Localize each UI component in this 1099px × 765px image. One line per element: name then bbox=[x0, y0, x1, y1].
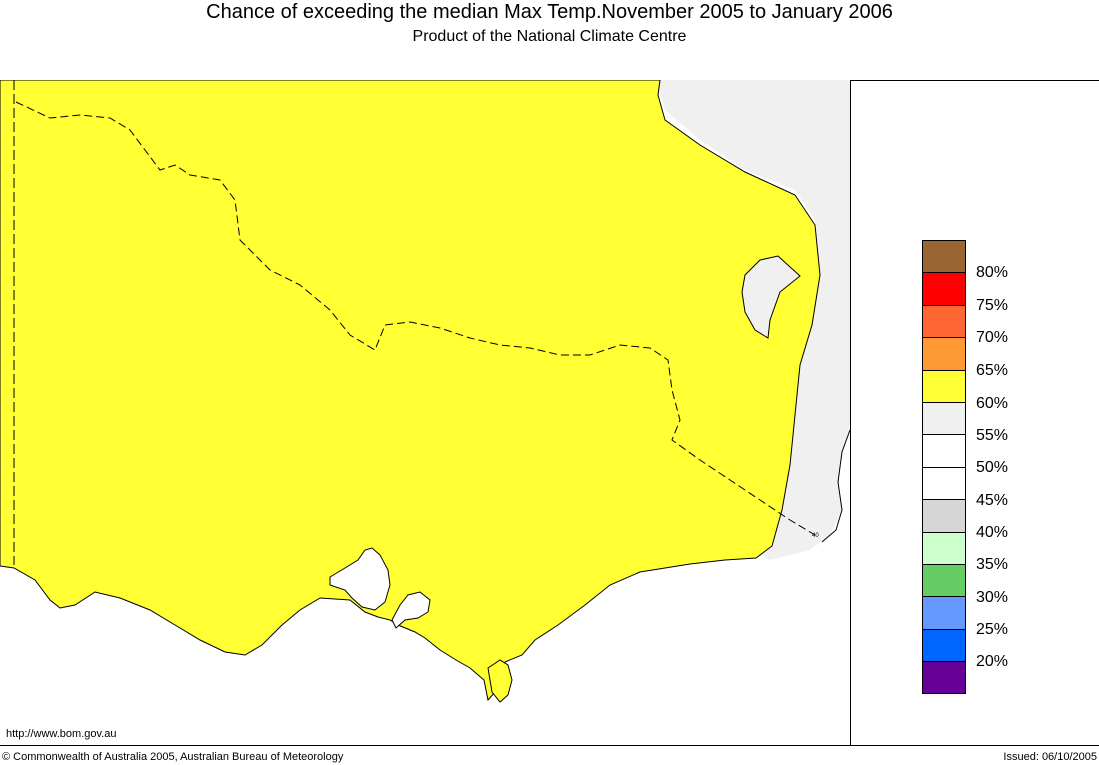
inlet bbox=[741, 255, 801, 339]
main-region bbox=[0, 80, 821, 702]
legend-swatch bbox=[922, 563, 966, 597]
legend-label: 50% bbox=[976, 459, 1009, 476]
nsw-coast bbox=[821, 429, 850, 543]
legend-swatch bbox=[922, 401, 966, 435]
legend-label: 25% bbox=[976, 621, 1009, 638]
bom-url[interactable]: http://www.bom.gov.au bbox=[6, 728, 117, 740]
legend-swatch bbox=[922, 304, 966, 338]
marker-label: 40 bbox=[812, 533, 819, 539]
legend-swatch bbox=[922, 369, 966, 402]
legend-label: 35% bbox=[976, 556, 1009, 573]
wilsons-promontory bbox=[487, 659, 513, 703]
map-title: Chance of exceeding the median Max Temp.… bbox=[206, 1, 893, 23]
legend-swatch bbox=[922, 596, 966, 629]
legend-label: 60% bbox=[976, 395, 1009, 412]
legend-label: 30% bbox=[976, 589, 1009, 606]
issued-date: Issued: 06/10/2005 bbox=[1003, 751, 1097, 763]
legend-swatch bbox=[922, 628, 966, 662]
legend-swatch bbox=[922, 434, 966, 467]
legend-label: 65% bbox=[976, 362, 1009, 379]
legend-swatch bbox=[922, 272, 966, 305]
map-divider bbox=[850, 80, 851, 746]
legend bbox=[922, 240, 966, 695]
east-region bbox=[655, 80, 850, 560]
legend-label: 40% bbox=[976, 524, 1009, 541]
legend-label: 75% bbox=[976, 297, 1009, 314]
port-phillip-bay bbox=[329, 547, 391, 611]
legend-swatch bbox=[922, 466, 966, 500]
legend-swatch bbox=[922, 499, 966, 532]
region-map: 40 bbox=[0, 80, 850, 703]
legend-swatch bbox=[922, 240, 966, 273]
legend-label: 45% bbox=[976, 492, 1009, 509]
legend-label: 80% bbox=[976, 264, 1009, 281]
map-subtitle: Product of the National Climate Centre bbox=[412, 28, 687, 45]
western-port bbox=[391, 591, 431, 629]
legend-swatch bbox=[922, 531, 966, 564]
legend-label: 70% bbox=[976, 329, 1009, 346]
legend-label: 20% bbox=[976, 653, 1009, 670]
copyright-text: © Commonwealth of Australia 2005, Austra… bbox=[2, 751, 344, 763]
legend-label: 55% bbox=[976, 427, 1009, 444]
legend-swatch bbox=[922, 337, 966, 370]
state-border bbox=[15, 101, 816, 536]
legend-swatch bbox=[922, 661, 966, 695]
